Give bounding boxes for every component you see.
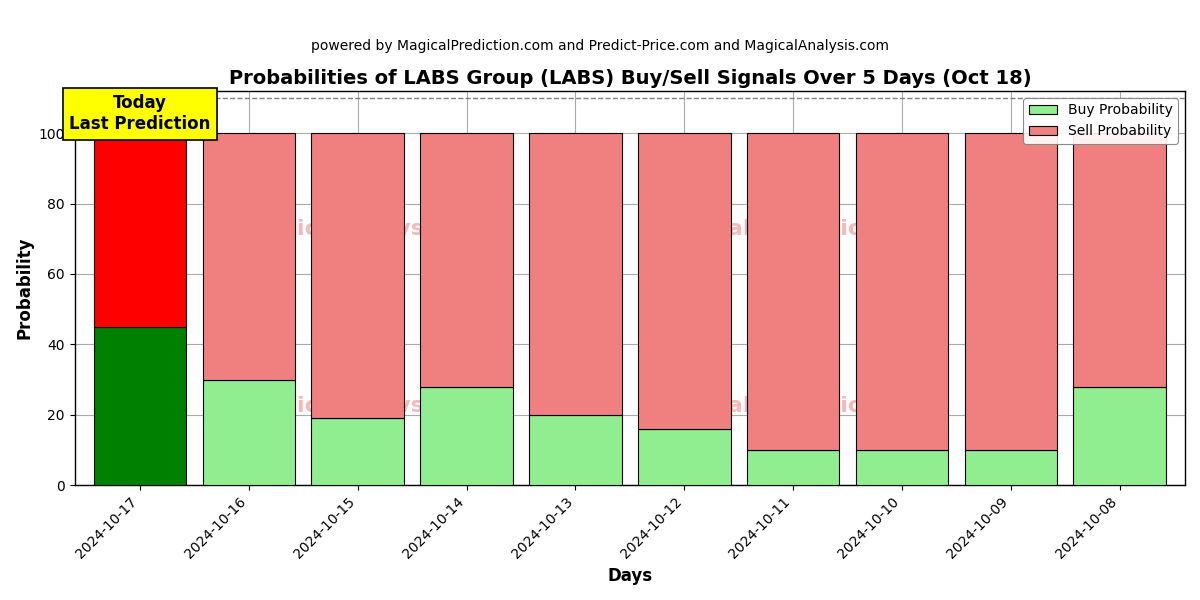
Text: MagicalAnalysis.com: MagicalAnalysis.com — [244, 219, 505, 239]
Text: MagicalPrediction.com: MagicalPrediction.com — [654, 219, 940, 239]
Bar — [529, 133, 622, 415]
Bar — [420, 133, 512, 386]
Bar — [203, 133, 295, 380]
Text: Today
Last Prediction: Today Last Prediction — [70, 94, 211, 133]
Legend: Buy Probability, Sell Probability: Buy Probability, Sell Probability — [1024, 98, 1178, 144]
Bar — [746, 133, 839, 450]
Bar — [312, 418, 404, 485]
Bar — [529, 415, 622, 485]
Bar — [94, 133, 186, 327]
Text: MagicalPrediction.com: MagicalPrediction.com — [654, 397, 940, 416]
Bar — [203, 380, 295, 485]
X-axis label: Days: Days — [607, 567, 653, 585]
Y-axis label: Probability: Probability — [16, 237, 34, 340]
Bar — [856, 133, 948, 450]
Bar — [94, 327, 186, 485]
Text: powered by MagicalPrediction.com and Predict-Price.com and MagicalAnalysis.com: powered by MagicalPrediction.com and Pre… — [311, 39, 889, 53]
Bar — [420, 386, 512, 485]
Bar — [856, 450, 948, 485]
Bar — [746, 450, 839, 485]
Text: MagicalAnalysis.com: MagicalAnalysis.com — [244, 397, 505, 416]
Bar — [638, 133, 731, 429]
Bar — [1074, 133, 1166, 386]
Bar — [312, 133, 404, 418]
Bar — [1074, 386, 1166, 485]
Bar — [638, 429, 731, 485]
Title: Probabilities of LABS Group (LABS) Buy/Sell Signals Over 5 Days (Oct 18): Probabilities of LABS Group (LABS) Buy/S… — [228, 69, 1031, 88]
Bar — [965, 450, 1057, 485]
Bar — [965, 133, 1057, 450]
